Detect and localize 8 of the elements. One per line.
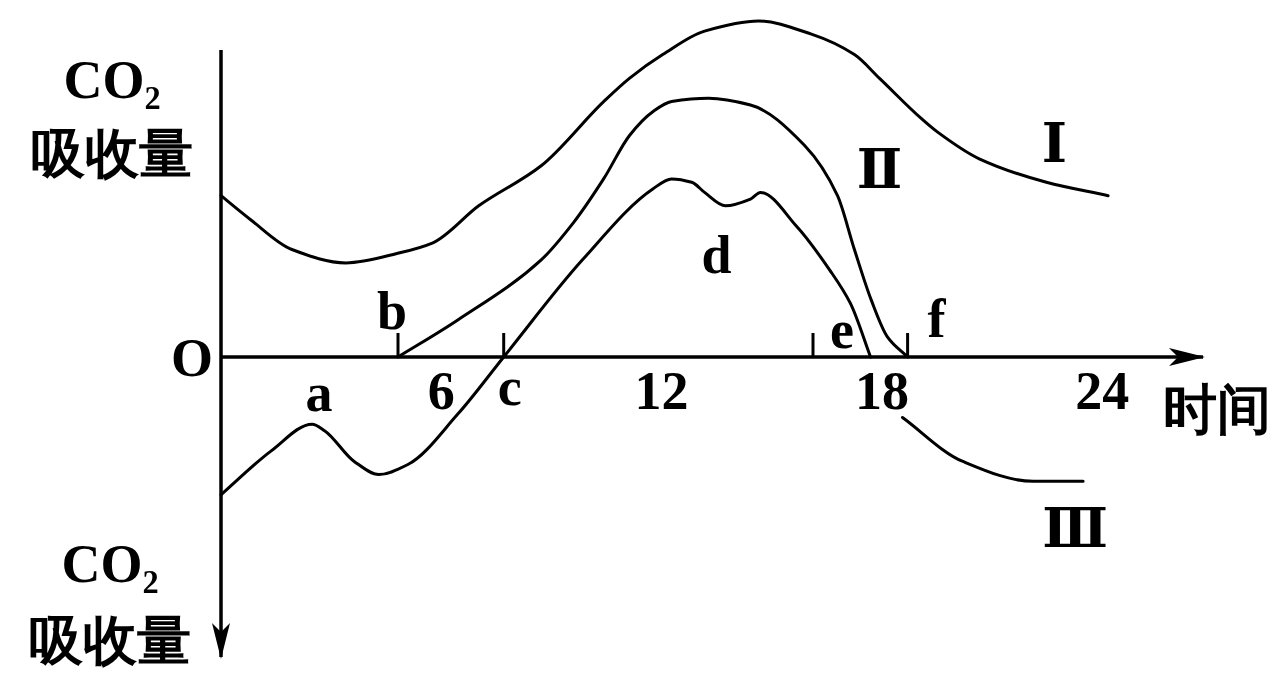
annotation: d bbox=[701, 224, 732, 285]
annotation: b bbox=[377, 281, 407, 341]
annotation: e bbox=[830, 300, 854, 360]
annotation: a bbox=[305, 363, 333, 424]
annotation: O bbox=[171, 328, 213, 388]
xlabel: 时间 bbox=[1163, 380, 1271, 440]
annotation: c bbox=[497, 357, 522, 417]
annotation: f bbox=[927, 289, 946, 349]
